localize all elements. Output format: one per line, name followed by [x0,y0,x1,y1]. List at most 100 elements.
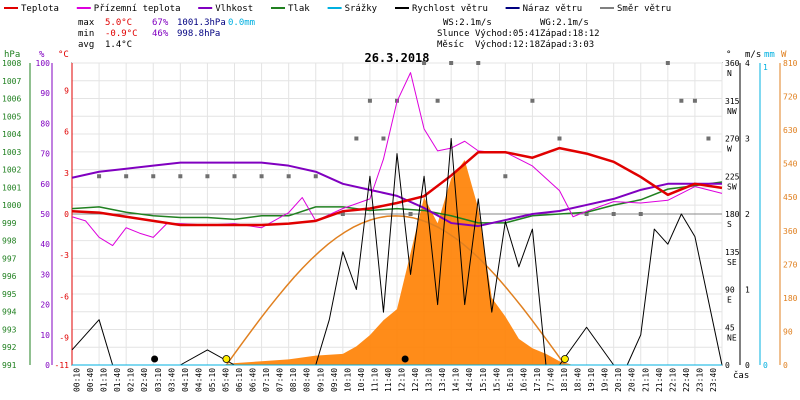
tick-w: 90 [783,327,793,336]
stat-max-hum: 67% [152,18,169,28]
chart-title: 26.3.2018 [364,51,429,65]
axis-unit-c: °C [58,50,69,60]
tick-c: 9 [64,86,69,95]
tick-time: 08:10 [289,368,298,392]
moonrise-info: Východ:12:18 [475,40,540,50]
tick-pct: 40 [40,240,50,249]
tick-w: 360 [783,227,798,236]
tick-hpa: 1003 [2,148,21,157]
tick-c: -9 [59,334,69,343]
pressure-line [71,181,723,224]
tick-time: 22:40 [682,368,691,392]
wind-dir-point [665,61,670,65]
tick-time: 21:40 [655,368,664,392]
tick-time: 11:40 [384,368,393,392]
tick-time: 17:40 [546,368,555,392]
tick-ms: 1 [745,286,750,295]
tick-hpa: 1005 [2,112,21,121]
wind-dir-point [584,212,589,216]
tick-pct: 80 [40,119,50,128]
tick-hpa: 997 [2,254,17,263]
tick-c: 6 [64,128,69,137]
tick-time: 18:10 [560,368,569,392]
tick-hpa: 994 [2,308,17,317]
wind-dir-point [679,98,684,103]
wind-speed-info: WS:2.1m/s [443,18,492,28]
wind-dir-point [232,174,237,179]
tick-time: 09:10 [316,368,325,392]
tick-ms: 0 [745,361,750,370]
tick-dir: 315 [725,97,740,106]
tick-dir: 45 [725,323,735,332]
tick-time: 22:10 [668,368,677,392]
tick-time: 21:10 [641,368,650,392]
tick-dir-name: S [727,220,732,229]
stat-label: avg [78,40,94,50]
humidity-line [71,161,722,228]
tick-time: 03:10 [154,368,163,392]
sunset-info: Západ:18:12 [540,29,600,39]
tick-time: 12:40 [411,368,420,392]
tick-w: 180 [783,294,798,303]
legend-label: Směr větru [617,4,671,14]
tick-dir: 270 [725,135,740,144]
tick-hpa: 998 [2,237,17,246]
wind-dir-point [435,98,440,103]
tick-c: 0 [64,210,69,219]
moonset-info: Západ:3:03 [540,40,594,50]
wind-dir-point [367,98,372,103]
tick-time: 16:10 [506,368,515,392]
wind-dir-point [381,136,386,141]
wind-dir-point [530,98,535,103]
tick-time: 00:40 [86,368,95,392]
wind-dir-point [178,174,183,179]
legend-label: Srážky [345,4,378,14]
tick-hpa: 1006 [2,95,21,104]
stat-max-temp: 5.0°C [105,18,132,28]
wind-dir-point [259,174,264,179]
wind-dir-point [286,174,291,179]
tick-mm: 0 [763,361,768,370]
tick-time: 18:40 [574,368,583,392]
wind-dir-point [476,61,481,65]
tick-time: 12:10 [398,368,407,392]
axis-unit-hpa: hPa [4,50,20,60]
legend-label: Vlhkost [215,4,253,14]
tick-dir-name: N [727,69,732,78]
legend-label: Náraz větru [523,4,583,14]
tick-hpa: 995 [2,290,17,299]
tick-hpa: 991 [2,361,17,370]
tick-dir: 360 [725,59,740,68]
wind-dir-point [503,174,508,179]
tick-ms: 3 [745,135,750,144]
tick-dir-name: E [727,296,732,305]
tick-w: 450 [783,193,798,202]
tick-c: 3 [64,169,69,178]
tick-time: 03:40 [167,368,176,392]
tick-time: 13:10 [425,368,434,392]
tick-time: 05:40 [221,368,230,392]
axis-unit-pct: % [39,50,45,60]
tick-time: 02:10 [127,368,136,392]
tick-w: 540 [783,160,798,169]
tick-hpa: 996 [2,272,17,281]
tick-hpa: 1008 [2,59,21,68]
tick-pct: 90 [40,89,50,98]
stat-min-temp: -0.9°C [105,29,138,39]
tick-dir: 180 [725,210,740,219]
wind-dir-point [408,212,413,216]
tick-time: 17:10 [533,368,542,392]
sun-label: Slunce [437,29,470,39]
tick-time: 10:10 [343,368,352,392]
tick-time: 20:10 [614,368,623,392]
wind-dir-point [313,174,318,179]
tick-ms: 2 [745,210,750,219]
axis-unit-deg: ° [726,50,731,60]
tick-pct: 10 [40,331,50,340]
wind-dir-point [638,212,643,216]
tick-w: 810 [783,59,798,68]
legend-label: Teplota [21,4,59,14]
wind-dir-point [151,174,156,179]
tick-c: -11 [55,361,70,370]
